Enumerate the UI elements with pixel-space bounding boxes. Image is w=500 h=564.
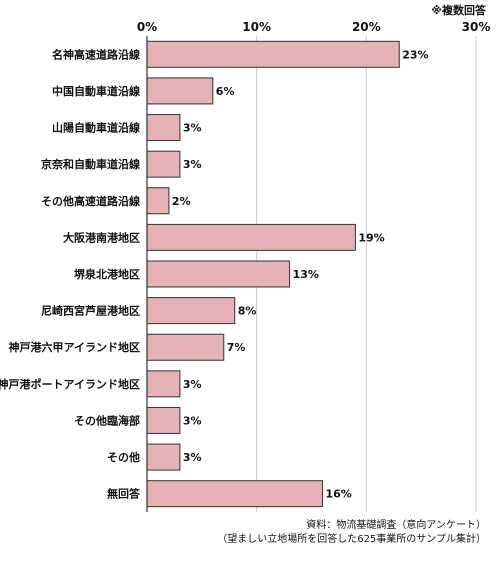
category-label: 無回答 xyxy=(107,487,141,501)
source-line-1: 資料：物流基礎調査（意向アンケート） xyxy=(306,520,486,531)
bar xyxy=(146,187,170,215)
value-label: 16% xyxy=(325,488,351,501)
value-label: 23% xyxy=(402,48,428,61)
bar xyxy=(146,150,181,178)
bar xyxy=(146,406,181,434)
category-label: 神戸港ポートアイランド地区 xyxy=(0,377,140,391)
value-label: 3% xyxy=(183,378,202,391)
value-label: 3% xyxy=(183,414,202,427)
value-label: 3% xyxy=(183,158,202,171)
x-tick-label: 10% xyxy=(242,20,271,34)
bar xyxy=(146,223,356,251)
value-label: 2% xyxy=(172,195,191,208)
bar xyxy=(146,480,323,508)
bars-layer xyxy=(146,40,400,508)
value-label: 6% xyxy=(216,85,235,98)
category-label: 名神高速道路沿線 xyxy=(52,47,140,61)
bar xyxy=(146,443,181,471)
category-label: 神戸港六甲アイランド地区 xyxy=(9,340,140,354)
x-tick-label: 20% xyxy=(352,20,381,34)
category-label: 京奈和自動車道沿線 xyxy=(41,157,140,171)
bar xyxy=(146,297,236,325)
bar xyxy=(146,40,400,68)
category-label: その他臨海部 xyxy=(74,413,140,427)
multiple-answer-note: ※複数回答 xyxy=(431,4,486,17)
bar xyxy=(146,333,225,361)
value-label: 7% xyxy=(227,341,246,354)
value-label: 8% xyxy=(238,305,257,318)
value-label: 19% xyxy=(358,231,384,244)
value-label: 13% xyxy=(293,268,319,281)
x-tick-label: 30% xyxy=(462,20,491,34)
value-label: 3% xyxy=(183,451,202,464)
value-label: 3% xyxy=(183,122,202,135)
source-note: 資料：物流基礎調査（意向アンケート） （望ましい立地場所を回答した625事業所の… xyxy=(217,519,486,547)
source-line-2: （望ましい立地場所を回答した625事業所のサンプル集計） xyxy=(217,534,486,545)
bar xyxy=(146,260,291,288)
bar xyxy=(146,114,181,142)
category-label: その他高速道路沿線 xyxy=(41,194,140,208)
category-label: 堺泉北港地区 xyxy=(74,267,140,281)
labels-layer: 0% 10% 20% 30% 名神高速道路沿線 23% 中国自動車道沿線 6% 山陽自動車道沿線… xyxy=(0,20,490,501)
category-label: 中国自動車道沿線 xyxy=(52,84,140,98)
category-label: その他 xyxy=(107,450,140,464)
category-label: 大阪港南港地区 xyxy=(63,230,140,244)
bar xyxy=(146,370,181,398)
bar xyxy=(146,77,214,105)
category-label: 尼崎西宮芦屋港地区 xyxy=(41,304,140,318)
category-label: 山陽自動車道沿線 xyxy=(52,121,140,135)
x-tick-label: 0% xyxy=(137,20,157,34)
